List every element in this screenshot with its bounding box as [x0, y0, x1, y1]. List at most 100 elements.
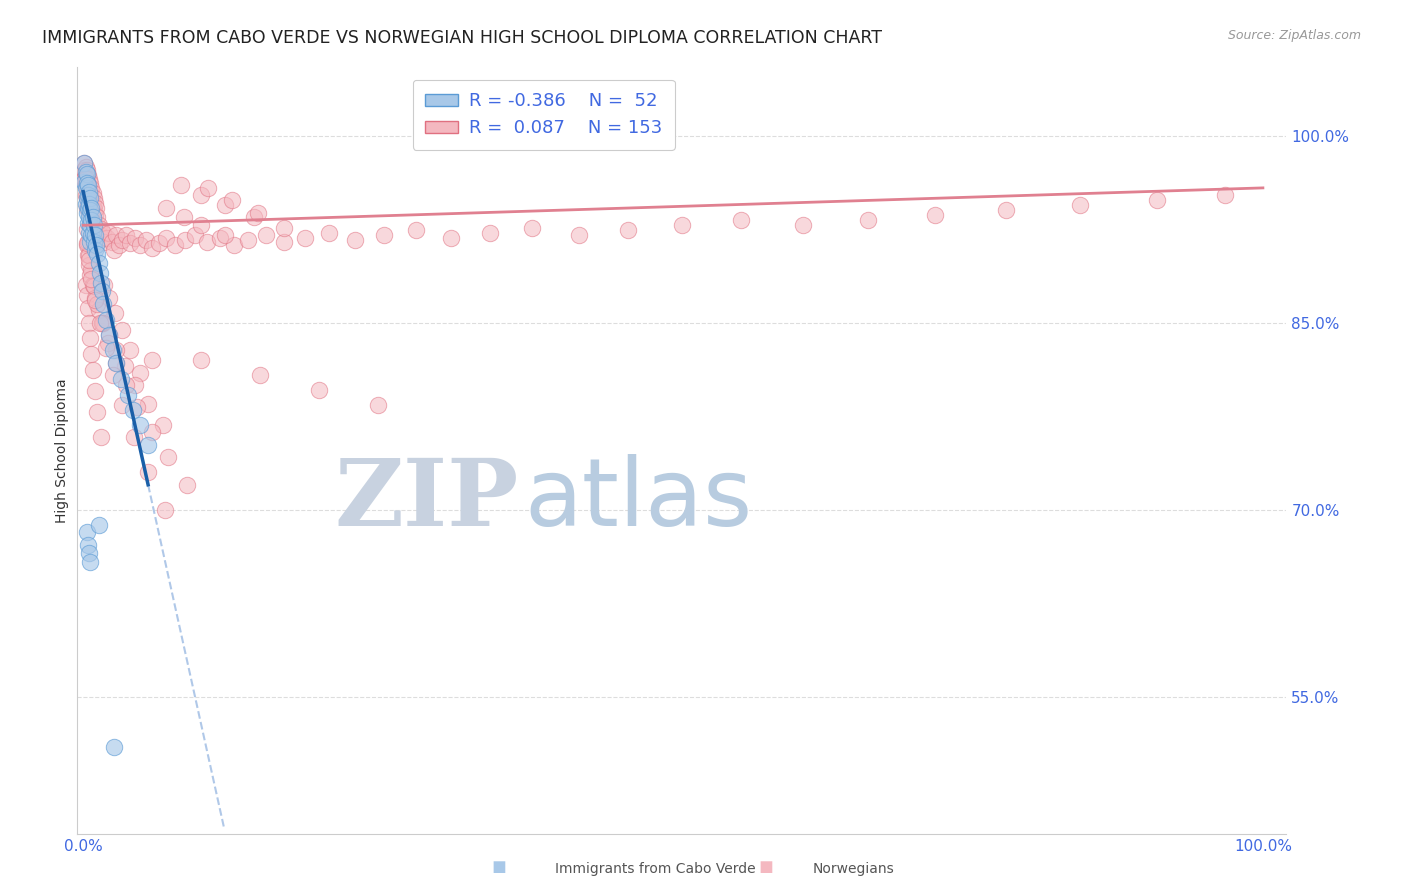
- Point: [77, 203, 100, 218]
- Point: [924, 208, 946, 222]
- Point: [128, 366, 150, 380]
- Point: [75, 197, 97, 211]
- Point: [80, 203, 103, 218]
- Point: [82, 211, 104, 225]
- Point: [77, 201, 100, 215]
- Point: [89, 316, 111, 330]
- Point: [111, 323, 134, 337]
- Point: [76, 525, 98, 540]
- Point: [148, 235, 170, 250]
- Text: atlas: atlas: [524, 454, 754, 546]
- Point: [91, 297, 114, 311]
- Point: [114, 378, 136, 392]
- Point: [165, 238, 187, 252]
- Point: [246, 206, 269, 220]
- Point: [80, 272, 103, 286]
- Point: [98, 226, 121, 240]
- Point: [77, 538, 100, 552]
- Point: [76, 222, 98, 236]
- Point: [221, 194, 243, 208]
- Point: [83, 191, 105, 205]
- Point: [127, 401, 149, 415]
- Point: [73, 156, 96, 170]
- Point: [94, 341, 117, 355]
- Point: [76, 181, 98, 195]
- Point: [84, 244, 107, 258]
- Point: [141, 353, 163, 368]
- Point: [76, 201, 98, 215]
- Point: [120, 235, 142, 250]
- Point: [214, 228, 236, 243]
- Text: Source: ZipAtlas.com: Source: ZipAtlas.com: [1227, 29, 1361, 42]
- Point: [405, 223, 427, 237]
- Point: [97, 335, 120, 350]
- Point: [76, 191, 98, 205]
- Point: [243, 210, 266, 224]
- Point: [209, 231, 232, 245]
- Point: [184, 228, 207, 243]
- Point: [214, 198, 236, 212]
- Point: [82, 186, 104, 200]
- Point: [75, 188, 97, 202]
- Point: [87, 303, 110, 318]
- Point: [792, 219, 814, 233]
- Point: [75, 169, 97, 183]
- Point: [373, 228, 395, 243]
- Point: [77, 191, 100, 205]
- Point: [440, 231, 463, 245]
- Point: [84, 201, 107, 215]
- Point: [197, 181, 219, 195]
- Point: [84, 291, 107, 305]
- Point: [83, 219, 105, 233]
- Point: [238, 233, 260, 247]
- Point: [80, 228, 103, 243]
- Point: [77, 188, 100, 202]
- Point: [190, 353, 212, 368]
- Point: [82, 197, 104, 211]
- Point: [86, 247, 108, 261]
- Point: [84, 228, 107, 243]
- Point: [77, 188, 100, 202]
- Point: [318, 226, 340, 240]
- Point: [79, 268, 101, 283]
- Point: [155, 231, 177, 245]
- Point: [77, 185, 100, 199]
- Point: [76, 172, 98, 186]
- Point: [76, 288, 98, 302]
- Point: [75, 178, 97, 193]
- Point: [195, 235, 218, 249]
- Point: [73, 175, 96, 189]
- Point: [79, 330, 101, 344]
- Point: [94, 313, 117, 327]
- Point: [671, 219, 693, 233]
- Point: [77, 178, 100, 193]
- Point: [79, 176, 101, 190]
- Legend: R = -0.386    N =  52, R =  0.087    N = 153: R = -0.386 N = 52, R = 0.087 N = 153: [413, 79, 675, 150]
- Point: [1069, 198, 1091, 212]
- Point: [77, 172, 100, 186]
- Point: [77, 253, 100, 268]
- Point: [190, 188, 212, 202]
- Point: [77, 197, 100, 211]
- Point: [479, 226, 502, 240]
- Point: [249, 368, 271, 382]
- Point: [73, 163, 96, 178]
- Point: [79, 203, 101, 218]
- Point: [121, 403, 143, 417]
- Point: [76, 235, 98, 250]
- Point: [294, 231, 316, 245]
- Point: [176, 477, 198, 491]
- Point: [91, 226, 114, 240]
- Point: [80, 263, 103, 277]
- Point: [84, 293, 107, 307]
- Point: [79, 185, 101, 199]
- Point: [91, 285, 114, 299]
- Point: [90, 222, 112, 236]
- Point: [111, 233, 134, 247]
- Point: [76, 167, 98, 181]
- Text: ◼: ◼: [759, 858, 773, 876]
- Point: [98, 291, 121, 305]
- Point: [100, 235, 122, 249]
- Point: [190, 219, 212, 233]
- Point: [173, 210, 195, 224]
